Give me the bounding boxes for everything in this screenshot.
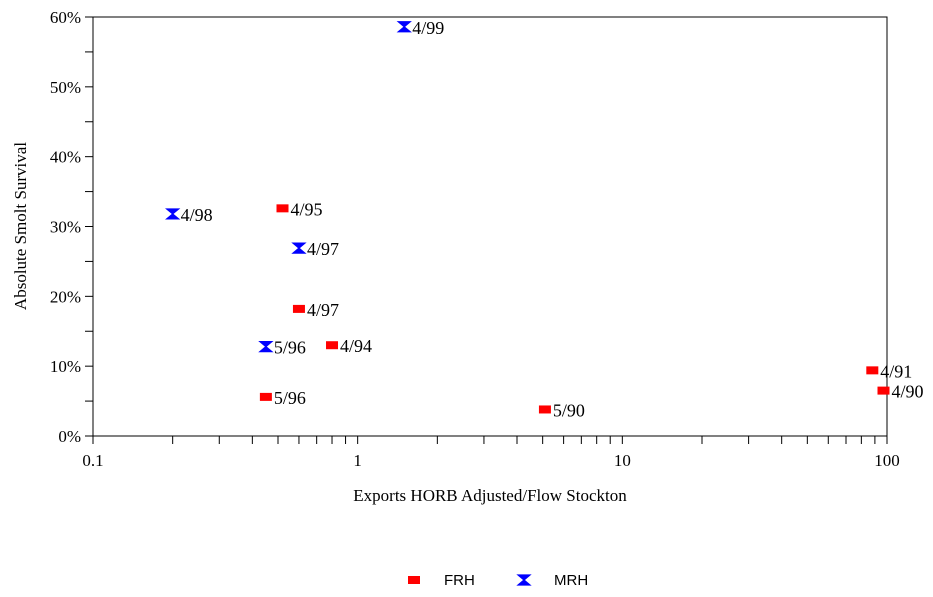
x-tick-label: 10 [614, 451, 631, 470]
y-tick-label: 60% [50, 8, 81, 27]
x-tick-label: 100 [874, 451, 900, 470]
point-mrh [167, 209, 179, 219]
point-frh [260, 393, 272, 401]
x-axis-ticks: 0.1 1 10 100 [82, 436, 899, 470]
point-label-frh: 4/94 [340, 336, 372, 356]
legend-label-mrh: MRH [554, 572, 588, 589]
y-tick-label: 50% [50, 78, 81, 97]
point-label-frh: 4/90 [891, 382, 923, 402]
legend: FRH MRH [408, 572, 588, 589]
point-mrh [260, 342, 272, 352]
point-label-frh: 4/97 [307, 300, 339, 320]
point-label-frh: 5/96 [274, 388, 306, 408]
y-tick-label: 30% [50, 218, 81, 237]
legend-marker-mrh [518, 575, 530, 585]
x-axis-title: Exports HORB Adjusted/Flow Stockton [353, 486, 627, 505]
point-label-mrh: 4/97 [307, 239, 339, 259]
y-axis-title: Absolute Smolt Survival [11, 142, 30, 310]
point-mrh [293, 243, 305, 253]
point-frh [877, 387, 889, 395]
point-frh [293, 305, 305, 313]
point-label-mrh: 4/98 [181, 205, 213, 225]
point-frh [866, 366, 878, 374]
y-axis-ticks: 0% 10% 20% 30% 40% 50% 60% [50, 8, 93, 446]
point-label-frh: 4/91 [880, 361, 912, 381]
legend-label-frh: FRH [444, 572, 475, 589]
point-label-mrh: 4/99 [412, 18, 444, 38]
data-points: 4/954/974/945/965/904/914/904/994/984/97… [167, 18, 924, 421]
x-tick-label: 1 [353, 451, 362, 470]
y-tick-label: 40% [50, 148, 81, 167]
point-frh [539, 405, 551, 413]
point-frh [326, 341, 338, 349]
plot-frame [93, 17, 887, 436]
legend-marker-frh [408, 576, 420, 584]
point-label-frh: 5/90 [553, 400, 585, 420]
point-label-mrh: 5/96 [274, 338, 306, 358]
y-tick-label: 0% [58, 427, 81, 446]
x-tick-label: 0.1 [82, 451, 103, 470]
point-frh [277, 204, 289, 212]
point-label-frh: 4/95 [291, 199, 323, 219]
y-tick-label: 10% [50, 357, 81, 376]
point-mrh [398, 22, 410, 32]
y-tick-label: 20% [50, 287, 81, 306]
